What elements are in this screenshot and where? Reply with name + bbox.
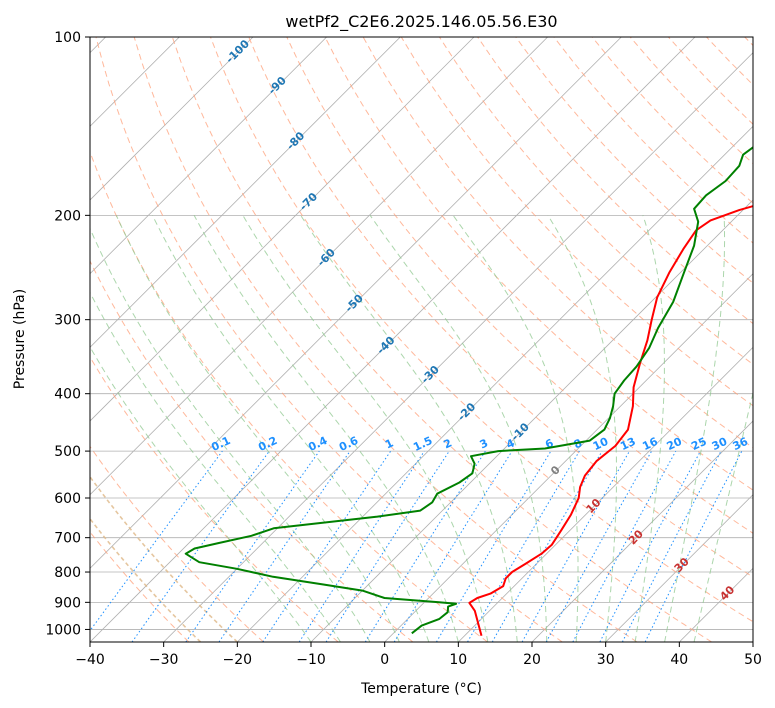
y-tick-label: 700 (54, 531, 81, 547)
x-tick-label: 40 (670, 652, 688, 668)
isotherm-line (90, 37, 548, 496)
isotherm-line (90, 37, 622, 569)
moist-adiabat-line (90, 345, 312, 642)
dry-adiabat-line (286, 37, 753, 534)
mixing-ratio-line (131, 450, 270, 642)
y-tick-label: 100 (54, 30, 81, 46)
x-tick-label: 20 (523, 652, 541, 668)
dry-adiabat-line (90, 445, 264, 642)
isotherm-line (90, 37, 327, 275)
dry-adiabat-line (210, 37, 753, 623)
x-tick-label: 10 (449, 652, 467, 668)
x-tick-label: −40 (75, 652, 105, 668)
mixing-ratio-line (393, 450, 513, 642)
x-axis-title: Temperature (°C) (360, 681, 482, 697)
dry-adiabat-line (95, 37, 563, 642)
mixing-ratio-label: 25 (689, 435, 708, 453)
mixing-ratio-line (298, 450, 425, 642)
mixing-ratio-line (185, 450, 320, 642)
dry-adiabat-line (171, 37, 712, 642)
y-tick-label: 900 (54, 595, 81, 611)
isotherm-line (605, 494, 753, 642)
mixing-ratio-label: 16 (640, 435, 660, 453)
moist-adiabat-line (152, 215, 430, 642)
mixing-ratio-line (644, 450, 743, 642)
temperature-profile-line (468, 205, 753, 637)
plot-area (90, 37, 753, 642)
isotherm-line (90, 37, 475, 422)
x-tick-label: 30 (597, 652, 615, 668)
isotherm-line (90, 37, 696, 642)
mixing-ratio-label: 10 (591, 435, 611, 453)
moist-adiabat-line (547, 215, 617, 642)
axis-ticks: −40 −30 −20 −10 0 10 20 30 40 50 1000 900 800 700 600 5… (45, 30, 762, 668)
dry-adiabat-line (515, 37, 753, 284)
mixing-ratio-line (521, 450, 630, 642)
dry-adiabat-line (248, 37, 753, 578)
moist-adiabat-line (242, 215, 489, 642)
moist-adiabat-line (90, 291, 341, 642)
isotherm-line (163, 52, 753, 642)
plot-frame (89, 36, 754, 643)
y-tick-label: 1000 (45, 622, 81, 638)
isotherm-line (90, 37, 254, 201)
moist-adiabat-line (193, 215, 459, 642)
mixing-ratio-label: 30 (710, 435, 730, 453)
mixing-ratio-label: 13 (618, 435, 637, 453)
moist-adiabat-line (90, 227, 371, 642)
mixing-ratio-line (218, 450, 351, 642)
x-tick-label: −20 (223, 652, 253, 668)
chart-title: wetPf2_C2E6.2025.146.05.56.E30 (285, 12, 557, 32)
moist-adiabat-line (452, 215, 579, 642)
y-tick-label: 800 (54, 565, 81, 581)
dewpoint-profile-line (184, 146, 753, 635)
dry-adiabat-line (90, 356, 339, 642)
mixing-ratio-line (545, 450, 653, 642)
moist-adiabat-line (634, 215, 665, 642)
y-tick-label: 300 (54, 313, 81, 329)
moist-adiabat-line (369, 215, 548, 642)
mixing-ratio-line (325, 450, 450, 642)
dry-adiabat-line (90, 259, 414, 642)
x-tick-label: −10 (296, 652, 326, 668)
isotherm-line (384, 273, 753, 642)
x-tick-label: 0 (380, 652, 389, 668)
isotherm-line (90, 37, 401, 348)
y-tick-label: 600 (54, 491, 81, 507)
y-tick-label: 200 (54, 208, 81, 224)
moist-adiabat-line (115, 215, 400, 642)
mixing-ratio-label: 36 (731, 435, 751, 453)
isotherm-line (458, 346, 753, 642)
mixing-ratio-line (572, 450, 677, 642)
isotherm-line (531, 420, 753, 642)
moist-adiabat-line (664, 215, 726, 642)
dendritic-guide-line (90, 517, 202, 642)
mixing-ratio-label: 20 (665, 435, 685, 453)
y-axis-title: Pressure (hPa) (12, 289, 28, 389)
y-tick-label: 500 (54, 444, 81, 460)
x-tick-label: 50 (744, 652, 762, 668)
mixing-ratio-line (90, 450, 223, 632)
y-tick-label: 400 (54, 387, 81, 403)
x-tick-label: −30 (149, 652, 179, 668)
mixing-ratio-line (262, 450, 392, 642)
dry-adiabat-line (324, 37, 753, 491)
profile-lines (184, 146, 753, 637)
isotherm-line (237, 125, 753, 642)
